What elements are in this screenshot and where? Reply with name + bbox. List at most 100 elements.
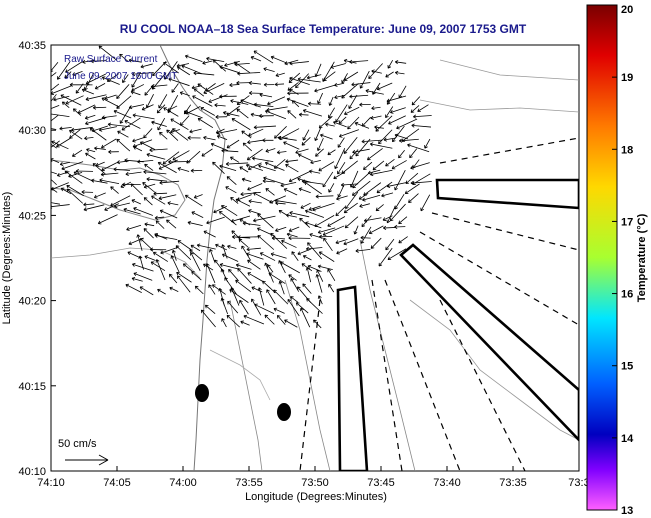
current-vector [75,168,94,174]
current-vector [360,226,372,244]
current-vector [131,72,154,77]
current-vector [300,202,311,209]
current-vector [265,148,276,153]
current-vector [132,137,144,143]
colorbar-tick-label: 16 [621,289,633,301]
current-vector [375,204,384,212]
current-vector [182,263,193,272]
current-vector [327,216,346,227]
current-vector [240,99,261,108]
current-vector [172,150,190,161]
current-vector [274,198,297,205]
current-vector [56,137,72,148]
y-tick-label: 40:10 [18,466,46,478]
current-vector [101,97,120,108]
current-vector [166,219,177,229]
current-vector [396,118,418,130]
current-vector [168,77,190,87]
current-vector [305,246,323,251]
current-vector [378,129,393,145]
current-vector [335,206,346,217]
current-vector [258,164,276,172]
current-vector [136,234,143,251]
current-vector [322,171,334,188]
current-vector [345,191,359,210]
current-vector [344,106,360,116]
current-vector [144,84,155,96]
current-vector [208,94,228,104]
current-vector [128,104,145,110]
current-vector [151,120,167,127]
current-vector [270,232,288,249]
current-vector [203,83,225,94]
current-vector [119,106,132,124]
current-vector [98,45,117,61]
colorbar-tick-label: 14 [621,433,634,445]
current-vector [181,64,203,75]
current-vector [107,122,131,128]
current-vector [216,134,228,141]
current-vector [281,239,297,248]
current-vector [235,263,252,270]
current-vector [370,115,382,120]
colorbar [586,4,618,511]
current-vector [167,201,179,206]
current-vector [407,143,430,153]
current-vector [189,249,203,261]
current-vector [251,156,274,163]
current-vector [237,235,261,240]
current-vector [94,83,106,90]
current-vector [235,198,251,207]
current-vector [200,309,216,328]
current-vector [363,217,382,223]
current-vector [203,230,216,238]
current-vector [216,129,238,136]
current-vector [193,194,203,199]
current-vector [280,261,300,274]
current-vector [66,184,84,197]
current-vector [302,109,323,117]
current-vector [146,152,166,160]
current-vector [51,178,57,186]
current-vector [386,181,408,189]
current-vector [286,97,309,107]
colorbar-tick-label: 19 [621,72,633,84]
current-vector [119,53,129,63]
current-vector [51,158,60,164]
current-vector [131,276,143,282]
current-vector [362,194,381,202]
current-vector [53,95,70,102]
current-vector [224,277,237,295]
current-vector [91,178,108,184]
current-vector [101,115,117,120]
current-vector [410,162,430,170]
current-vector [162,151,180,165]
current-vector [190,168,203,173]
current-vector [131,199,142,205]
current-vector [93,192,106,199]
bathymetry-contour [229,299,263,471]
current-vector [237,71,261,76]
current-vector [389,203,406,222]
current-vector [312,202,335,212]
current-vector [116,84,130,99]
current-vector [323,237,333,252]
current-vector [348,94,358,109]
current-vector [95,161,105,167]
current-vector [221,148,239,153]
current-vector [248,199,262,204]
current-vector [322,225,345,236]
current-vector [239,299,249,315]
current-vector [250,55,262,62]
colorbar-ticks: 20 19 18 17 16 15 14 13 [612,4,634,517]
current-vector [100,172,119,177]
current-vector [351,180,371,196]
current-vector [386,95,407,103]
x-tick-label: 74:10 [37,477,65,489]
current-vector [236,108,249,119]
current-vector [259,252,276,261]
bathymetry-contour [409,299,579,441]
current-vector [315,194,334,199]
current-vector [370,237,382,249]
current-vector [130,90,141,96]
